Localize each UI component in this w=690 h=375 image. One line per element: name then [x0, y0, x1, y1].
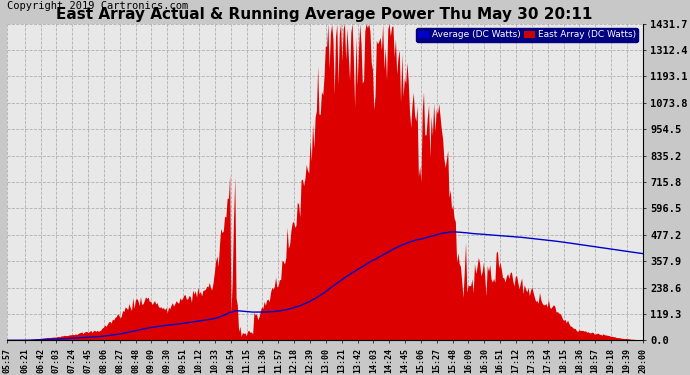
Text: Copyright 2019 Cartronics.com: Copyright 2019 Cartronics.com	[7, 1, 188, 11]
Legend: Average (DC Watts), East Array (DC Watts): Average (DC Watts), East Array (DC Watts…	[416, 28, 638, 42]
Title: East Array Actual & Running Average Power Thu May 30 20:11: East Array Actual & Running Average Powe…	[57, 8, 593, 22]
